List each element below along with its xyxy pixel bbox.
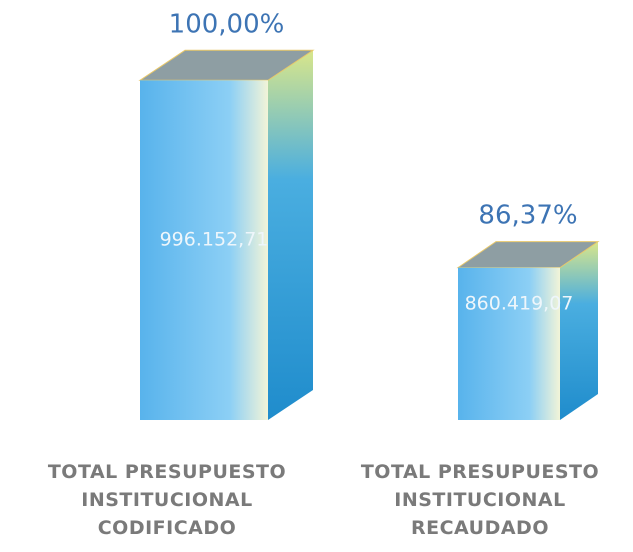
bar [458, 267, 560, 420]
bar [140, 80, 268, 420]
value-label: 860.419,07 [465, 293, 574, 315]
percentage-label: 100,00% [169, 9, 285, 39]
percentage-label: 86,37% [478, 201, 577, 231]
category-label: TOTAL PRESUPUESTO INSTITUCIONAL CODIFICA… [47, 461, 287, 539]
bar-side [560, 241, 598, 420]
bar-side [268, 50, 313, 420]
value-label: 996.152,71 [160, 228, 269, 250]
category-label: TOTAL PRESUPUESTO INSTITUCIONAL RECAUDAD… [360, 461, 600, 539]
